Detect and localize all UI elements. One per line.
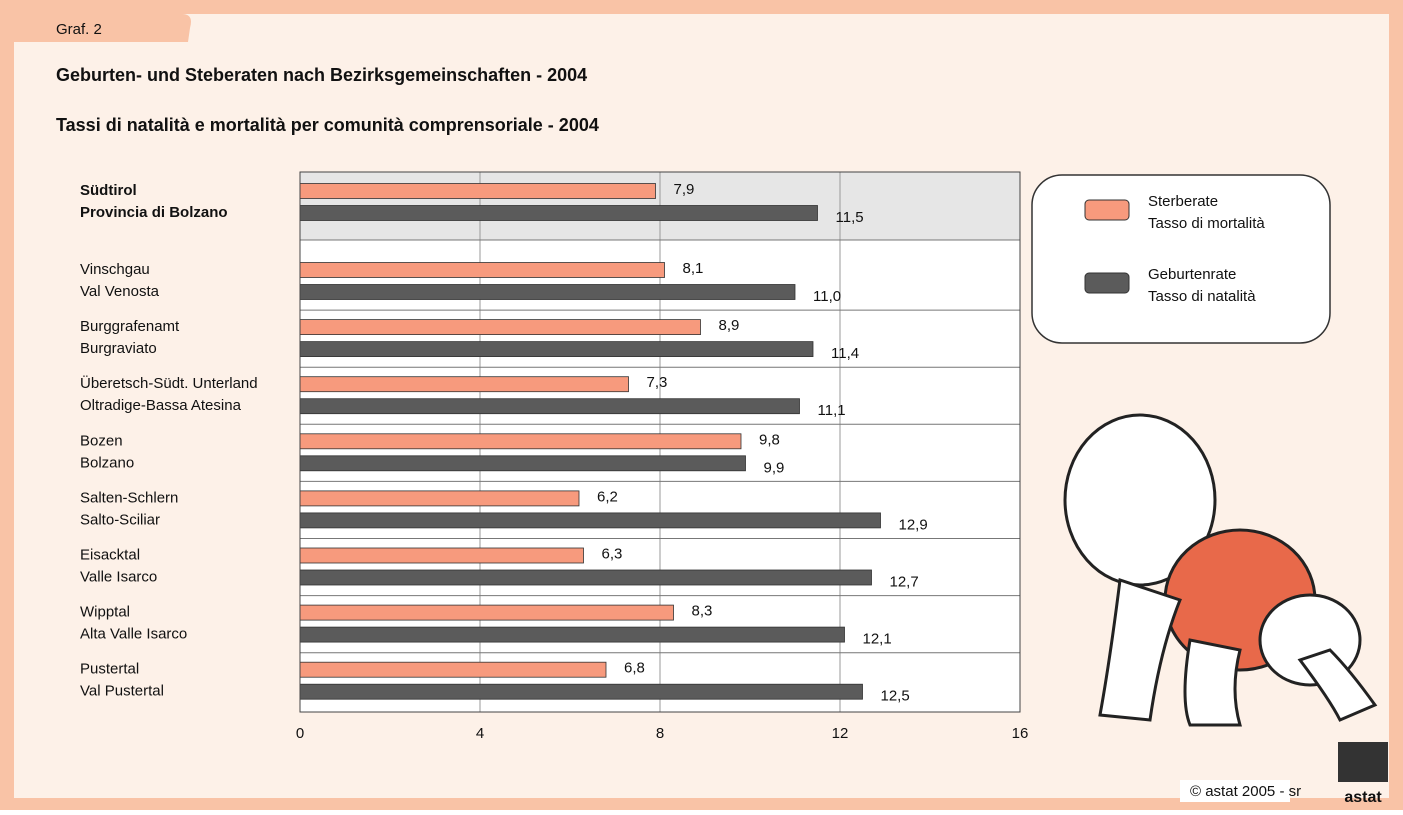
value-label: 7,3 xyxy=(647,374,668,391)
y-tick-label: Burgraviato xyxy=(80,340,157,357)
bar xyxy=(299,626,845,643)
x-tick-label: 12 xyxy=(832,725,849,742)
baby-illustration xyxy=(1063,413,1378,727)
bar xyxy=(299,398,800,415)
bar xyxy=(299,490,580,507)
legend-swatch xyxy=(1084,272,1130,294)
value-label: 12,5 xyxy=(881,688,910,705)
value-label: 12,9 xyxy=(899,516,928,533)
value-label: 11,1 xyxy=(818,402,846,419)
legend-swatch xyxy=(1084,199,1130,221)
y-tick-label: Bozen xyxy=(80,432,123,449)
x-tick-label: 16 xyxy=(1012,725,1029,742)
bar xyxy=(299,183,656,199)
bar xyxy=(299,604,674,621)
bars xyxy=(299,183,881,700)
bar xyxy=(299,262,665,278)
x-tick-label: 0 xyxy=(296,725,304,742)
value-label: 8,9 xyxy=(719,317,740,334)
tab xyxy=(14,14,191,42)
y-tick-label: Salto-Sciliar xyxy=(80,511,160,528)
y-tick-label: Val Pustertal xyxy=(80,683,164,700)
value-label: 8,3 xyxy=(692,603,713,620)
bar xyxy=(299,661,607,678)
bar xyxy=(299,455,746,472)
tab-label: Graf. 2 xyxy=(56,21,102,38)
logo-mark xyxy=(1338,742,1388,782)
value-label: 11,0 xyxy=(813,288,841,305)
x-tick-label: 4 xyxy=(476,725,484,742)
footer-box xyxy=(1180,780,1290,802)
y-tick-label: Val Venosta xyxy=(80,283,160,300)
y-tick-label: Oltradige-Bassa Atesina xyxy=(80,397,242,414)
chart-subtitle: Tassi di natalità e mortalità per comuni… xyxy=(56,115,599,135)
y-tick-label: Alta Valle Isarco xyxy=(80,626,187,643)
legend-label: Tasso di mortalità xyxy=(1148,215,1265,232)
legend-label: Geburtenrate xyxy=(1148,266,1236,283)
value-label: 11,4 xyxy=(831,345,859,362)
value-label: 6,3 xyxy=(602,545,623,562)
value-label: 6,2 xyxy=(597,488,618,505)
value-label: 7,9 xyxy=(674,181,695,198)
legend-label: Tasso di natalità xyxy=(1148,288,1256,305)
logo-text: astat xyxy=(1344,789,1382,806)
y-tick-label: Pustertal xyxy=(80,661,139,678)
chart-title: Geburten- und Steberaten nach Bezirksgem… xyxy=(56,65,587,85)
value-label: 9,8 xyxy=(759,431,780,448)
bar xyxy=(299,547,584,564)
value-label: 8,1 xyxy=(683,260,704,277)
bar xyxy=(299,284,796,300)
bar xyxy=(299,341,814,358)
bar xyxy=(299,376,629,393)
x-tick-label: 8 xyxy=(656,725,664,742)
value-label: 12,7 xyxy=(890,573,919,590)
value-label: 11,5 xyxy=(836,209,864,226)
y-tick-label: Wipptal xyxy=(80,604,130,621)
y-tick-label: Salten-Schlern xyxy=(80,489,178,506)
y-tick-label: Südtirol xyxy=(80,182,137,199)
bar xyxy=(299,205,818,221)
y-tick-label: Valle Isarco xyxy=(80,568,157,585)
bar xyxy=(299,569,872,586)
y-tick-label: Provincia di Bolzano xyxy=(80,204,228,221)
value-label: 6,8 xyxy=(624,660,645,677)
y-tick-label: Eisacktal xyxy=(80,546,140,563)
y-tick-label: Überetsch-Südt. Unterland xyxy=(80,374,258,392)
value-label: 9,9 xyxy=(764,459,785,476)
value-label: 12,1 xyxy=(863,631,892,648)
plot-border xyxy=(299,171,1021,713)
y-tick-label: Burggrafenamt xyxy=(80,318,180,335)
bar xyxy=(299,319,701,336)
bar xyxy=(299,512,881,529)
y-tick-label: Bolzano xyxy=(80,454,134,471)
y-tick-label: Vinschgau xyxy=(80,261,150,278)
bar xyxy=(299,683,863,700)
footer: © astat 2005 - sr xyxy=(1190,783,1301,800)
legend-label: Sterberate xyxy=(1148,193,1218,210)
bar xyxy=(299,433,742,450)
